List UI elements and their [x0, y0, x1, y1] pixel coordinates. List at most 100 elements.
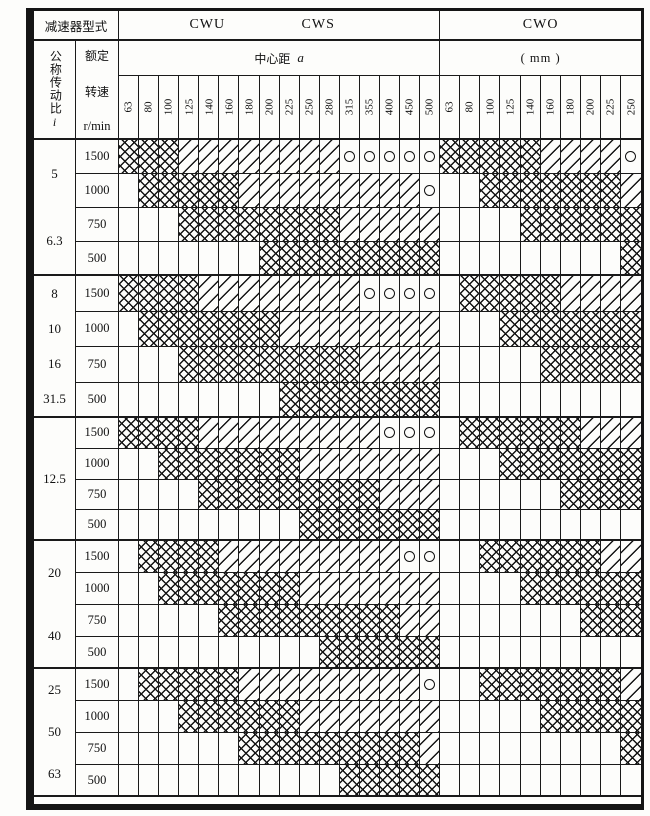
pattern-cell-g3-1500-140: [199, 418, 220, 449]
pattern-cell-g4-1500-160-cwo: [540, 541, 561, 574]
pattern-cell-g4-500-100: [159, 637, 180, 670]
pattern-cell-g3-500-250: [299, 510, 320, 542]
pattern-cell-g2-750-500: [420, 347, 441, 383]
pattern-cell-g3-750-450: [400, 479, 421, 511]
pattern-cell-g5-500-100-cwo: [480, 765, 501, 798]
pattern-cell-g5-500-125-cwo: [500, 765, 521, 798]
column-header-label: 225: [604, 98, 617, 116]
pattern-cell-g5-750-80: [139, 733, 160, 766]
column-header-cwus-355: 355: [359, 76, 380, 140]
pattern-cell-g1-500-315: [339, 242, 360, 276]
model-label-cwo: CWO: [522, 17, 559, 32]
pattern-cell-g5-1500-100: [159, 669, 180, 702]
pattern-cell-g5-1500-180-cwo: [560, 669, 581, 702]
pattern-cell-g3-1000-140: [199, 448, 220, 480]
pattern-cell-g5-1500-200-cwo: [580, 669, 601, 702]
pattern-cell-g1-750-200-cwo: [580, 208, 601, 242]
pattern-cell-g3-1000-500: [420, 448, 441, 480]
pattern-cell-g1-750-400: [380, 208, 401, 242]
pattern-cell-g1-1000-250-cwo: [620, 174, 641, 208]
pattern-cell-g4-1500-225-cwo: [600, 541, 621, 574]
pattern-cell-g5-500-250-cwo: [620, 765, 641, 798]
pattern-cell-g2-1500-200-cwo: [580, 276, 601, 312]
pattern-cell-g2-1000-225: [279, 311, 300, 347]
pattern-cell-g4-500-225-cwo: [600, 637, 621, 670]
pattern-cell-g1-750-140: [199, 208, 220, 242]
speed-label: 500: [87, 391, 107, 406]
pattern-cell-g1-1000-180-cwo: [560, 174, 581, 208]
pattern-cell-g4-1000-180-cwo: [560, 573, 581, 606]
pattern-cell-g5-1000-200-cwo: [580, 701, 601, 734]
pattern-cell-g2-1000-140-cwo: [520, 311, 541, 347]
pattern-cell-g1-500-125: [179, 242, 200, 276]
pattern-cell-g5-500-180-cwo: [560, 765, 581, 798]
pattern-cell-g1-750-250-cwo: [620, 208, 641, 242]
column-header-cwo-180: 180: [560, 76, 581, 140]
pattern-cell-g4-500-180: [239, 637, 260, 670]
speed-label: 750: [87, 613, 107, 628]
speed-label: 1500: [84, 677, 110, 692]
circle-mark-icon: [424, 679, 436, 691]
pattern-cell-g5-750-400: [380, 733, 401, 766]
pattern-cell-g2-750-180: [239, 347, 260, 383]
pattern-cell-g2-1500-140-cwo: [520, 276, 541, 312]
pattern-cell-g1-1000-225: [279, 174, 300, 208]
pattern-cell-g1-750-250: [299, 208, 320, 242]
pattern-cell-g5-750-100-cwo: [480, 733, 501, 766]
column-header-cwus-160: 160: [219, 76, 240, 140]
pattern-cell-g4-1500-250: [299, 541, 320, 574]
pattern-cell-g5-750-140: [199, 733, 220, 766]
speed-cell-750: 750: [76, 733, 119, 766]
pattern-cell-g2-1000-140: [199, 311, 220, 347]
pattern-cell-g2-1000-100-cwo: [480, 311, 501, 347]
speed-cell-750: 750: [76, 479, 119, 511]
circle-mark-icon: [424, 151, 436, 162]
pattern-cell-g5-1500-63: [119, 669, 140, 702]
column-header-cwus-400: 400: [380, 76, 401, 140]
pattern-cell-g2-750-125: [179, 347, 200, 383]
pattern-cell-g2-500-140: [199, 382, 220, 418]
pattern-cell-g1-1500-63: [119, 140, 140, 174]
pattern-cell-g3-750-80-cwo: [460, 479, 481, 511]
pattern-cell-g5-750-63: [119, 733, 140, 766]
unit-header: ( mm ): [440, 41, 641, 76]
pattern-cell-g3-1000-180: [239, 448, 260, 480]
pattern-cell-g4-500-100-cwo: [480, 637, 501, 670]
ratio-label-12.5: 12.5: [43, 470, 66, 486]
pattern-cell-g5-1500-280: [319, 669, 340, 702]
pattern-cell-g3-500-200-cwo: [580, 510, 601, 542]
circle-mark-icon: [363, 287, 375, 299]
pattern-cell-g1-750-160-cwo: [540, 208, 561, 242]
center-distance-symbol: a: [297, 50, 304, 65]
speed-unit-label: r/min: [83, 119, 111, 133]
pattern-cell-g2-750-160: [219, 347, 240, 383]
pattern-cell-g1-750-160: [219, 208, 240, 242]
speed-label: 750: [87, 356, 107, 371]
pattern-cell-g1-500-63: [119, 242, 140, 276]
pattern-cell-g3-750-250-cwo: [620, 479, 641, 511]
column-header-label: 180: [242, 98, 255, 116]
pattern-cell-g5-500-315: [339, 765, 360, 798]
pattern-cell-g1-1500-180: [239, 140, 260, 174]
pattern-cell-g5-500-200-cwo: [580, 765, 601, 798]
speed-cell-1500: 1500: [76, 418, 119, 449]
pattern-cell-g1-500-250-cwo: [620, 242, 641, 276]
pattern-cell-g3-750-100-cwo: [480, 479, 501, 511]
pattern-cell-g1-500-140: [199, 242, 220, 276]
pattern-cell-g5-1000-180-cwo: [560, 701, 581, 734]
pattern-cell-g2-750-160-cwo: [540, 347, 561, 383]
pattern-cell-g3-1500-500: [420, 418, 441, 449]
speed-label: 750: [87, 217, 107, 231]
pattern-cell-g2-750-280: [319, 347, 340, 383]
pattern-cell-g1-750-140-cwo: [520, 208, 541, 242]
pattern-cell-g5-500-100: [159, 765, 180, 798]
pattern-cell-g2-500-180: [239, 382, 260, 418]
pattern-cell-g5-750-225: [279, 733, 300, 766]
pattern-cell-g2-1500-63: [119, 276, 140, 312]
circle-mark-icon: [404, 427, 416, 439]
pattern-cell-g3-1000-100: [159, 448, 180, 480]
speed-label: 500: [87, 517, 107, 532]
pattern-cell-g5-750-180-cwo: [560, 733, 581, 766]
pattern-cell-g4-1000-160-cwo: [540, 573, 561, 606]
pattern-cell-g4-1500-140: [199, 541, 220, 574]
